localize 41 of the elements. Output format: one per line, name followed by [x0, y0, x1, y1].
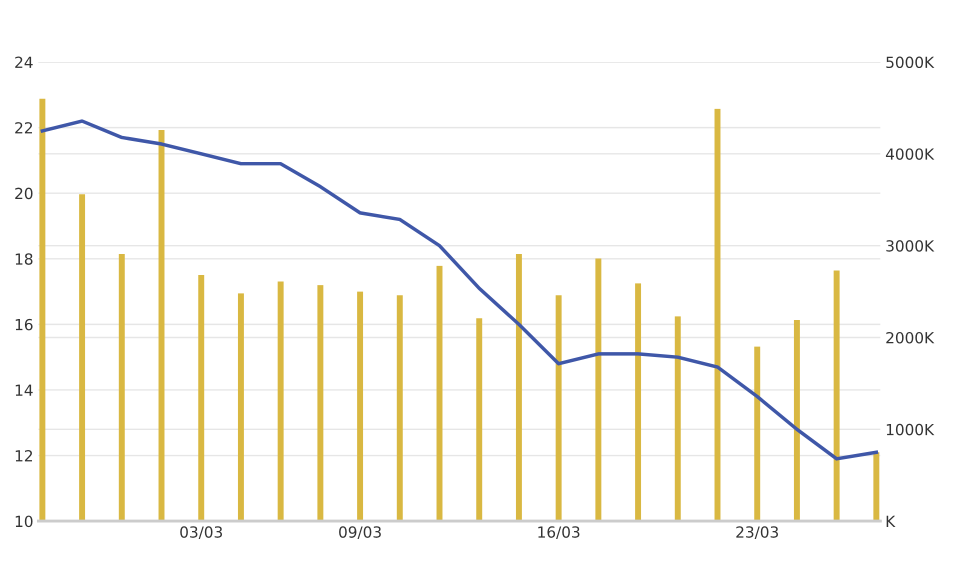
x-tick-label: 16/03 [538, 526, 580, 540]
y-tick-label: 22 [15, 122, 32, 134]
y2-tick-label: 5000K [886, 56, 934, 68]
y2-tick-label: 3000K [886, 240, 934, 252]
bar [278, 281, 284, 522]
y-tick-label: 16 [16, 318, 33, 330]
bar [198, 275, 204, 522]
bar [39, 98, 46, 522]
bar [476, 318, 482, 522]
y-tick-label: 12 [16, 450, 32, 462]
bar [158, 130, 164, 522]
y2-tick-label: 1000K [886, 424, 934, 436]
bar [714, 108, 720, 522]
y2-tick-label: K [886, 516, 896, 527]
bar [238, 293, 244, 522]
bar [79, 194, 86, 522]
x-tick-label: 09/03 [339, 526, 381, 540]
y2-tick-label: 2000K [886, 332, 934, 344]
y2-tick-label: 4000K [886, 148, 934, 160]
bar [794, 320, 800, 522]
bar [436, 266, 442, 522]
bar [635, 283, 642, 522]
y-tick-label: 14 [16, 384, 33, 396]
bar [118, 254, 125, 522]
y-tick-label: 10 [16, 516, 33, 528]
bar [516, 254, 522, 522]
bar [754, 346, 760, 522]
bar [396, 295, 403, 522]
x-tick-label: 03/03 [180, 526, 222, 540]
bar [595, 258, 602, 522]
bar [674, 316, 681, 522]
bar [357, 292, 364, 522]
bar [873, 452, 880, 522]
bar [317, 285, 324, 522]
bar [556, 295, 562, 522]
x-tick-label: 23/03 [736, 526, 778, 540]
y-tick-label: 18 [16, 253, 32, 265]
line-series [40, 119, 878, 461]
y-tick-label: 24 [15, 56, 33, 68]
bar [834, 270, 840, 522]
y-tick-label: 20 [15, 188, 33, 200]
